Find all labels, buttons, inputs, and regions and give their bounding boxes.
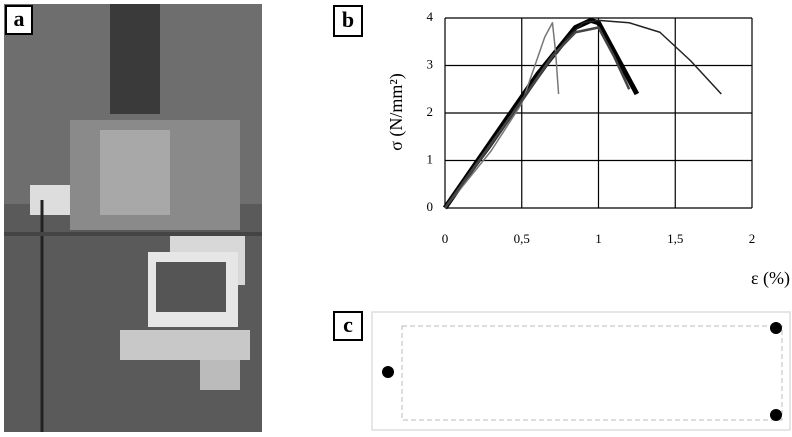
x-tick-label: 2 xyxy=(749,231,756,246)
y-tick-label: 1 xyxy=(427,151,434,166)
panel-label: c xyxy=(343,312,353,337)
y-tick-label: 2 xyxy=(427,104,434,119)
data-line xyxy=(445,20,721,208)
x-tick-label: 1 xyxy=(595,231,602,246)
cross-section xyxy=(372,312,790,430)
y-tick-label: 3 xyxy=(427,56,434,71)
y-tick-label: 4 xyxy=(427,9,434,24)
x-tick-label: 1,5 xyxy=(667,231,683,246)
x-tick-label: 0 xyxy=(442,231,449,246)
x-tick-label: 0,5 xyxy=(514,231,530,246)
data-line xyxy=(445,28,629,209)
x-axis-label: ε (%) xyxy=(751,268,790,289)
photo xyxy=(4,4,262,432)
figure: a b c σ (N/mm²) ε (%) 0 1 2 3 4 0 0,5 1 1,5 2 xyxy=(0,0,792,432)
y-tick-label: 0 xyxy=(427,199,434,214)
y-axis-label: σ (N/mm²) xyxy=(386,73,407,151)
panel-label: b xyxy=(342,7,354,32)
panel-label: a xyxy=(14,6,25,31)
